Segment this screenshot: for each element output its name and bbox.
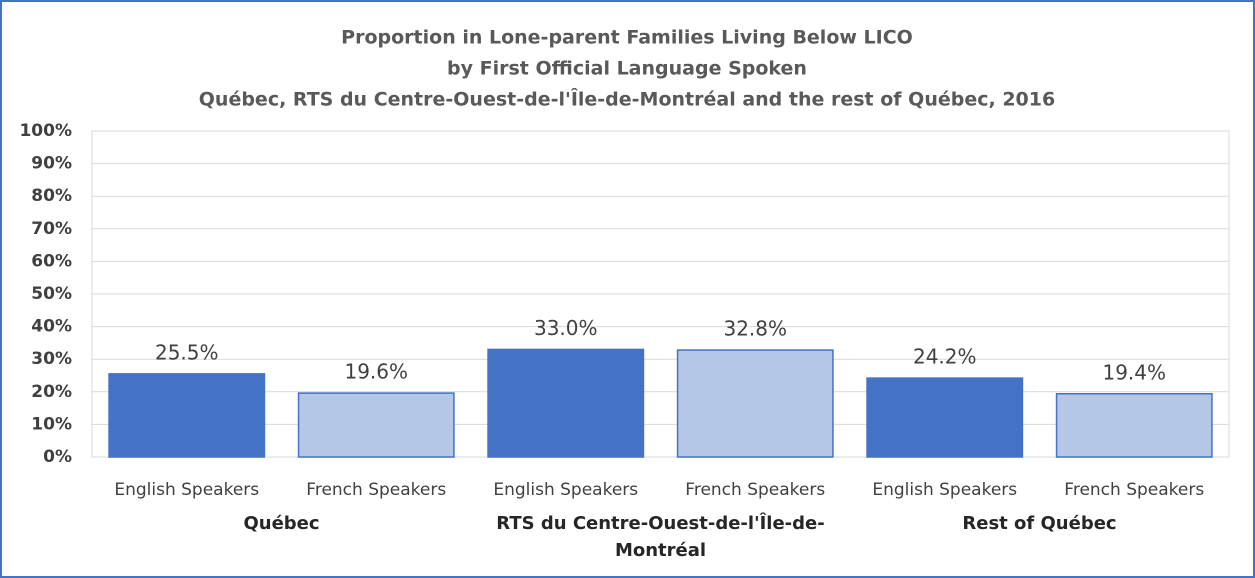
y-tick-label: 90% — [31, 154, 72, 174]
bar — [108, 373, 266, 458]
y-tick-label: 80% — [31, 186, 72, 206]
data-label: 32.8% — [723, 317, 787, 341]
group-label: RTS du Centre-Ouest-de-l'Île-de-Montréal — [496, 513, 825, 561]
data-label: 19.6% — [344, 360, 408, 384]
group-label: Québec — [243, 513, 320, 534]
x-tick-label: English Speakers — [114, 480, 259, 500]
chart-title: Québec, RTS du Centre-Ouest-de-l'Île-de-… — [199, 88, 1055, 111]
data-label: 19.4% — [1102, 360, 1166, 384]
bar — [866, 377, 1024, 458]
x-tick-label: French Speakers — [306, 480, 446, 500]
chart-title: by First Official Language Spoken — [447, 58, 807, 80]
y-tick-label: 20% — [31, 382, 72, 402]
plot-border — [91, 130, 1230, 458]
x-tick-label: French Speakers — [1064, 480, 1204, 500]
bar — [676, 349, 834, 458]
bar — [1055, 393, 1213, 458]
bar — [487, 348, 645, 458]
group-label: Rest of Québec — [962, 513, 1117, 534]
bar — [297, 392, 455, 458]
x-tick-label: French Speakers — [685, 480, 825, 500]
chart-title: Proportion in Lone-parent Families Livin… — [341, 27, 913, 49]
y-tick-label: 100% — [19, 121, 72, 141]
y-tick-label: 30% — [31, 349, 72, 369]
y-tick-label: 50% — [31, 284, 72, 304]
y-tick-label: 0% — [43, 447, 72, 467]
y-tick-label: 10% — [31, 414, 72, 434]
y-tick-label: 40% — [31, 317, 72, 337]
data-label: 24.2% — [913, 345, 977, 369]
y-tick-label: 70% — [31, 219, 72, 239]
data-label: 25.5% — [155, 340, 219, 364]
y-tick-label: 60% — [31, 251, 72, 271]
x-tick-label: English Speakers — [493, 480, 638, 500]
x-tick-label: English Speakers — [872, 480, 1017, 500]
data-label: 33.0% — [534, 316, 598, 340]
